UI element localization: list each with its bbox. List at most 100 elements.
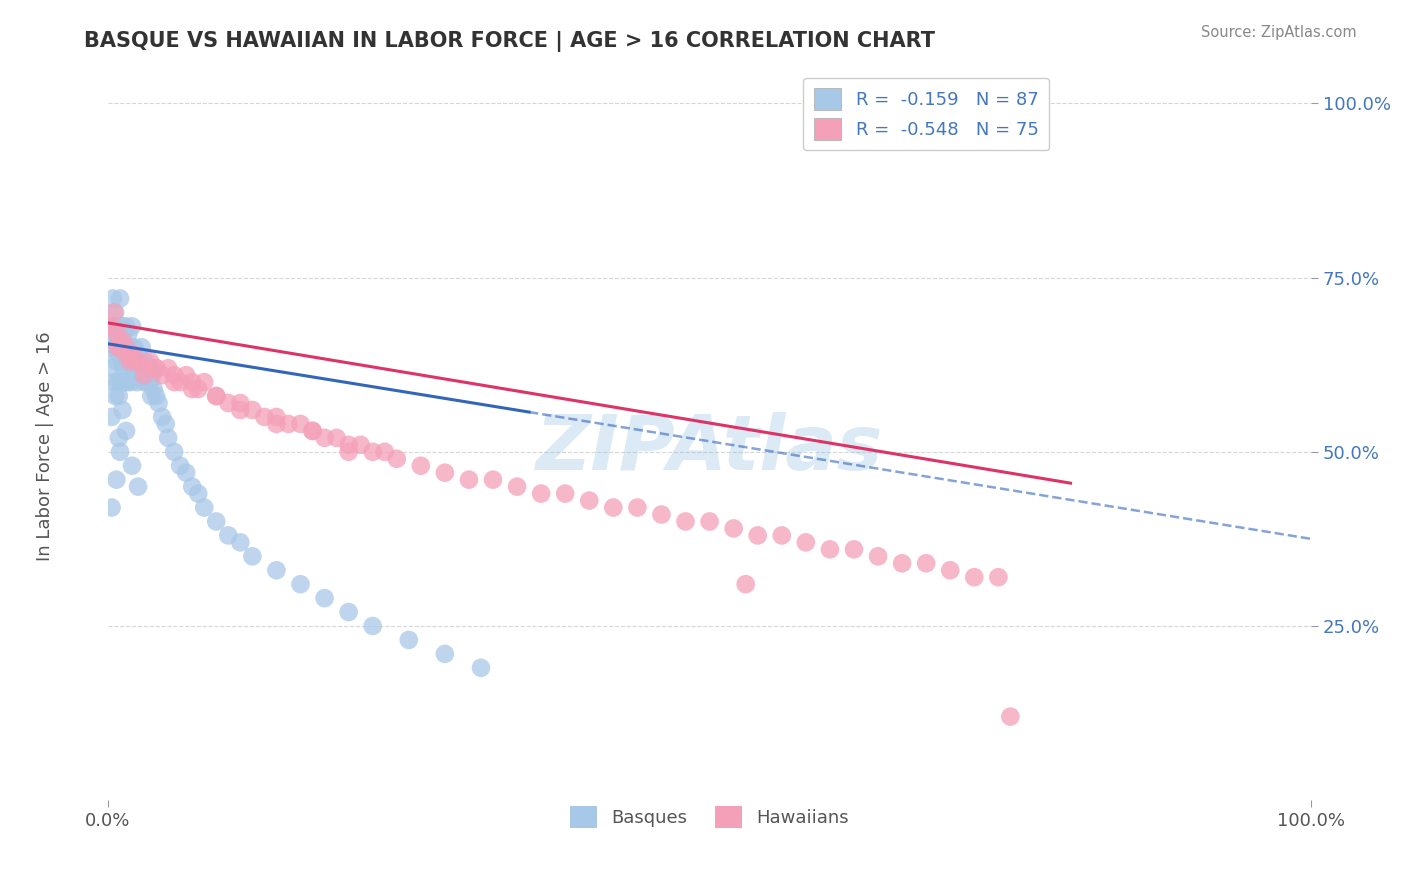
Point xyxy=(103,305,125,319)
Point xyxy=(506,480,529,494)
Point xyxy=(100,319,122,334)
Point xyxy=(101,292,124,306)
Point xyxy=(240,403,263,417)
Point xyxy=(554,486,576,500)
Point xyxy=(229,535,252,549)
Point xyxy=(987,570,1010,584)
Point xyxy=(104,340,127,354)
Point xyxy=(127,354,149,368)
Point xyxy=(217,528,239,542)
Point xyxy=(626,500,648,515)
Point xyxy=(111,319,134,334)
Point xyxy=(112,361,135,376)
Point xyxy=(181,382,204,396)
Point xyxy=(128,354,150,368)
Point xyxy=(107,340,129,354)
Point xyxy=(240,549,263,564)
Point xyxy=(127,347,149,361)
Point xyxy=(963,570,986,584)
Legend: Basques, Hawaiians: Basques, Hawaiians xyxy=(562,798,856,835)
Point xyxy=(385,451,408,466)
Point xyxy=(117,354,139,368)
Point xyxy=(433,647,456,661)
Point xyxy=(115,340,138,354)
Point xyxy=(314,591,336,606)
Point xyxy=(108,326,131,341)
Point xyxy=(337,605,360,619)
Point xyxy=(229,403,252,417)
Point xyxy=(734,577,756,591)
Point xyxy=(205,389,228,403)
Point xyxy=(470,661,492,675)
Point xyxy=(325,431,347,445)
Point xyxy=(337,438,360,452)
Point xyxy=(104,305,127,319)
Point xyxy=(266,409,288,424)
Point xyxy=(127,480,149,494)
Point xyxy=(163,444,186,458)
Point xyxy=(115,424,138,438)
Point xyxy=(891,556,914,570)
Point xyxy=(121,347,143,361)
Point xyxy=(433,466,456,480)
Point xyxy=(174,466,197,480)
Point xyxy=(139,375,162,389)
Point xyxy=(105,354,128,368)
Point xyxy=(482,473,505,487)
Point xyxy=(100,319,122,334)
Point xyxy=(163,368,186,383)
Point xyxy=(142,382,165,396)
Point xyxy=(866,549,889,564)
Point xyxy=(169,375,191,389)
Point xyxy=(141,389,163,403)
Point xyxy=(145,389,167,403)
Point xyxy=(747,528,769,542)
Point xyxy=(150,368,173,383)
Point xyxy=(145,361,167,376)
Point xyxy=(134,354,156,368)
Point xyxy=(915,556,938,570)
Point xyxy=(723,521,745,535)
Point xyxy=(108,292,131,306)
Point xyxy=(132,361,155,376)
Point xyxy=(118,354,141,368)
Point xyxy=(117,326,139,341)
Point xyxy=(277,417,299,431)
Point xyxy=(104,389,127,403)
Point xyxy=(105,473,128,487)
Point xyxy=(108,444,131,458)
Point xyxy=(105,319,128,334)
Point xyxy=(115,354,138,368)
Point xyxy=(120,340,142,354)
Point xyxy=(157,431,180,445)
Point xyxy=(114,375,136,389)
Point xyxy=(108,340,131,354)
Point xyxy=(103,326,125,341)
Point xyxy=(337,444,360,458)
Text: ZIPAtlas: ZIPAtlas xyxy=(536,412,883,486)
Point xyxy=(266,563,288,577)
Point xyxy=(205,389,228,403)
Point xyxy=(111,403,134,417)
Point xyxy=(205,515,228,529)
Point xyxy=(842,542,865,557)
Point xyxy=(602,500,624,515)
Point xyxy=(145,361,167,376)
Point xyxy=(361,444,384,458)
Point xyxy=(100,409,122,424)
Point xyxy=(141,368,163,383)
Point xyxy=(118,340,141,354)
Point xyxy=(115,375,138,389)
Point xyxy=(100,340,122,354)
Point xyxy=(939,563,962,577)
Point xyxy=(105,326,128,341)
Point xyxy=(169,458,191,473)
Point xyxy=(217,396,239,410)
Point xyxy=(818,542,841,557)
Point xyxy=(138,361,160,376)
Point xyxy=(121,319,143,334)
Point xyxy=(112,326,135,341)
Point xyxy=(121,458,143,473)
Point xyxy=(675,515,697,529)
Point xyxy=(122,347,145,361)
